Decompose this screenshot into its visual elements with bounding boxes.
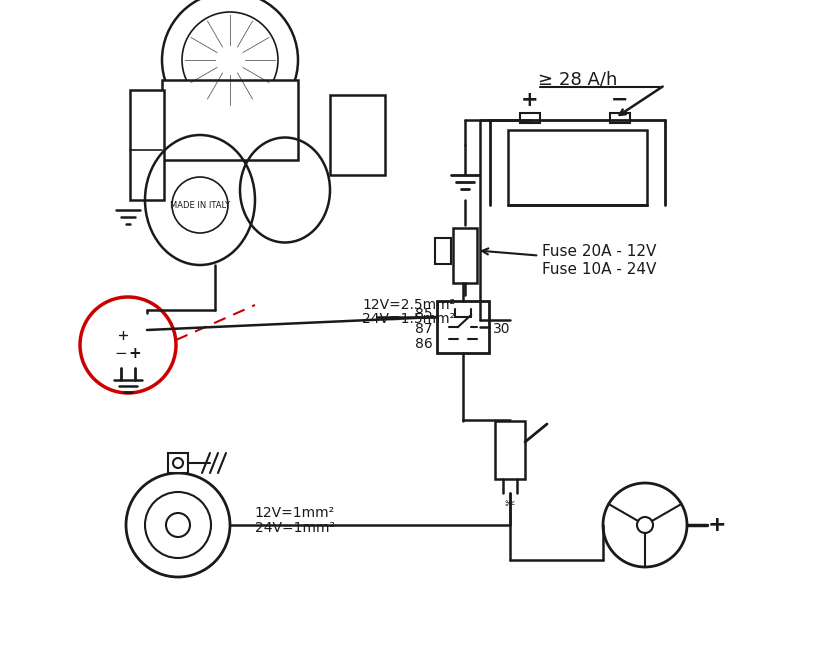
Text: +: + [708, 515, 726, 535]
Circle shape [166, 513, 190, 537]
Bar [508, 130, 647, 205]
Bar [437, 301, 489, 353]
Text: Fuse 20A - 12V
Fuse 10A - 24V: Fuse 20A - 12V Fuse 10A - 24V [482, 245, 657, 277]
Text: +: + [522, 90, 539, 110]
Bar [495, 421, 525, 479]
Text: 30: 30 [493, 322, 511, 336]
Circle shape [126, 473, 230, 577]
Text: 24V=1.5mm²: 24V=1.5mm² [363, 312, 456, 326]
Bar [109, 313, 147, 368]
Text: 85: 85 [415, 307, 433, 321]
Circle shape [117, 329, 129, 341]
Text: 12V=2.5mm²: 12V=2.5mm² [363, 298, 456, 312]
Bar [162, 80, 298, 160]
Circle shape [637, 517, 653, 533]
Bar [520, 113, 540, 123]
Text: 86: 86 [415, 337, 433, 351]
Bar [435, 238, 451, 264]
Text: −: − [611, 90, 629, 110]
Circle shape [145, 492, 211, 558]
Text: 24V=1mm²: 24V=1mm² [255, 521, 335, 535]
Bar [330, 95, 385, 175]
Text: ≥ 28 A/h: ≥ 28 A/h [538, 71, 617, 89]
Circle shape [80, 297, 176, 393]
Text: 87: 87 [415, 322, 433, 336]
Bar [130, 90, 164, 200]
Text: ✂: ✂ [505, 498, 515, 511]
Bar [453, 228, 477, 283]
Circle shape [182, 12, 278, 108]
Circle shape [172, 177, 228, 233]
Text: +: + [129, 347, 142, 362]
Bar [610, 113, 630, 123]
Circle shape [603, 483, 687, 567]
Text: MADE IN ITALY: MADE IN ITALY [170, 201, 230, 209]
Circle shape [162, 0, 298, 128]
Text: −: − [115, 347, 128, 362]
Bar [168, 453, 188, 473]
Circle shape [173, 458, 183, 468]
Text: 12V=1mm²: 12V=1mm² [255, 506, 335, 520]
